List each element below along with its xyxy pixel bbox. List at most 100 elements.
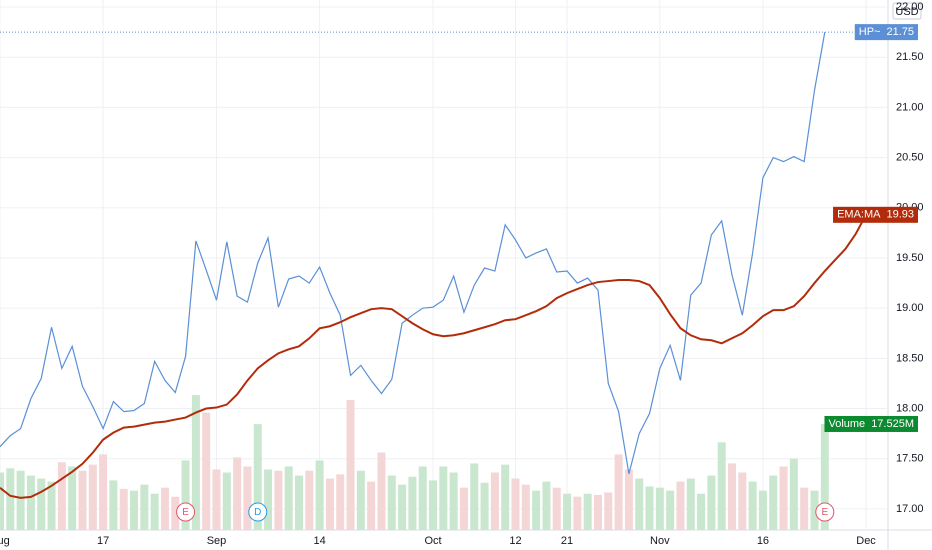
price-label-box (824, 415, 918, 432)
currency-box (892, 2, 922, 20)
volume-bar (666, 490, 675, 530)
volume-bar (800, 487, 809, 530)
volume-bar (233, 457, 242, 530)
volume-bar (717, 442, 726, 530)
volume-bar (738, 472, 747, 530)
volume-bar (748, 481, 757, 530)
volume-bar (593, 494, 602, 530)
volume-bar (552, 487, 561, 530)
volume-bar (779, 466, 788, 530)
x-tick-label: 12 (509, 535, 521, 547)
volume-bar (264, 469, 273, 530)
volume-bar (315, 460, 324, 530)
volume-bar (542, 481, 551, 530)
price-line (0, 32, 826, 474)
event-label: E (821, 507, 828, 518)
volume-bar (532, 490, 541, 530)
volume-bar (604, 492, 613, 530)
x-tick-label: Aug (0, 535, 10, 547)
volume-bar (294, 475, 303, 530)
event-label: E (182, 507, 189, 518)
x-tick-label: Sep (207, 535, 227, 547)
x-tick-label: 16 (757, 535, 769, 547)
x-tick-label: Oct (424, 535, 441, 547)
volume-bar (583, 493, 592, 530)
x-tick-label: 14 (313, 535, 325, 547)
volume-bar (78, 470, 87, 530)
volume-bar (707, 475, 716, 530)
y-tick-label: 19.50 (896, 252, 924, 264)
volume-bar (88, 464, 97, 530)
volume-bar (645, 486, 654, 530)
volume-bar (429, 480, 438, 530)
volume-bar (325, 478, 334, 530)
volume-bar (160, 487, 169, 530)
y-tick-label: 20.50 (896, 152, 924, 164)
volume-bar (820, 423, 829, 530)
price-line (0, 214, 867, 499)
volume-bar (439, 466, 448, 530)
volume-bar (140, 484, 149, 530)
x-tick-label: Dec (856, 535, 876, 547)
volume-bar (511, 478, 520, 530)
event-marker (176, 502, 196, 522)
event-label: D (254, 507, 261, 518)
volume-bar (449, 472, 458, 530)
volume-bar (6, 468, 15, 530)
volume-bar (676, 481, 685, 530)
volume-bar (119, 488, 128, 530)
volume-bar (191, 395, 200, 530)
price-label-name: HP~ (859, 26, 881, 38)
y-tick-label: 18.00 (896, 402, 924, 414)
volume-bar (171, 496, 180, 530)
volume-bar (459, 487, 468, 530)
volume-bar (222, 472, 231, 530)
y-tick-label: 17.00 (896, 503, 924, 515)
volume-bar (212, 469, 221, 530)
price-label-name: EMA:MA (837, 209, 881, 221)
volume-bar (243, 466, 252, 530)
volume-bar (686, 478, 695, 530)
volume-bar (0, 472, 4, 530)
x-tick-label: 21 (561, 535, 573, 547)
volume-bar (728, 463, 737, 530)
volume-bar (367, 481, 376, 530)
price-label-value: 19.93 (886, 209, 914, 221)
volume-bar (614, 454, 623, 530)
volume-bar (37, 478, 46, 530)
volume-bar (398, 484, 407, 530)
volume-bar (408, 476, 417, 530)
event-marker (248, 502, 268, 522)
volume-bar (253, 424, 262, 530)
volume-bar (377, 452, 386, 530)
price-label-box (833, 206, 918, 223)
currency: USD (895, 6, 918, 18)
volume-bar (789, 458, 798, 530)
volume-bar (470, 463, 479, 530)
volume-bar (99, 454, 108, 530)
volume-bar (563, 493, 572, 530)
volume-bar (305, 470, 314, 530)
price-label-box (854, 24, 918, 41)
volume-bar (150, 493, 159, 530)
volume-bar (26, 475, 35, 530)
volume-bar (274, 470, 283, 530)
volume-bar (769, 475, 778, 530)
y-tick-label: 22.00 (896, 1, 924, 13)
volume-bar (181, 460, 190, 530)
volume-bar (810, 490, 819, 530)
y-tick-label: 17.50 (896, 453, 924, 465)
event-marker (815, 502, 835, 522)
volume-bar (758, 490, 767, 530)
y-tick-label: 18.50 (896, 352, 924, 364)
volume-bar (130, 490, 139, 530)
volume-bar (635, 478, 644, 530)
price-label-value: 21.75 (886, 26, 914, 38)
volume-bar (480, 482, 489, 530)
y-tick-label: 21.50 (896, 51, 924, 63)
volume-bar (356, 470, 365, 530)
volume-bar (47, 481, 56, 530)
x-tick-label: Nov (650, 535, 670, 547)
volume-bar (697, 493, 706, 530)
